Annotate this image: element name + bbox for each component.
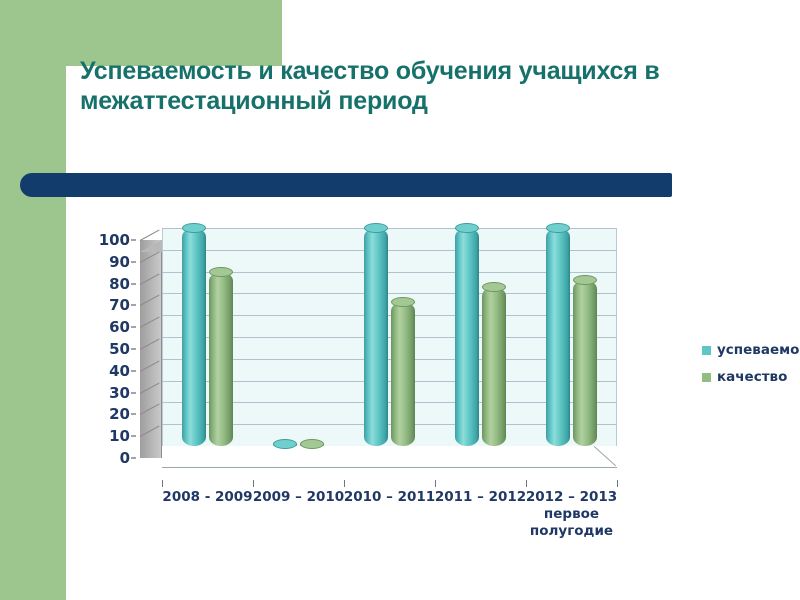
y-axis-label: 90 — [109, 252, 130, 271]
y-axis-label: 0 — [119, 449, 130, 467]
chart-bar — [546, 223, 570, 446]
legend-item: качество — [702, 369, 800, 385]
decorative-navy-rule — [20, 173, 672, 197]
x-axis-tick — [253, 480, 254, 487]
chart-legend: успеваемость качество — [702, 342, 800, 396]
decorative-green-left-bar — [0, 0, 66, 600]
chart-side-wall — [140, 240, 162, 458]
y-axis-label: 70 — [109, 296, 130, 315]
x-axis-tick — [162, 480, 163, 487]
y-axis-tick — [131, 261, 136, 263]
chart-floor — [162, 446, 617, 468]
chart-bar — [273, 439, 297, 449]
y-axis-label: 30 — [109, 383, 130, 402]
y-axis-tick — [131, 370, 136, 372]
y-axis-label: 20 — [109, 405, 130, 424]
chart-bar-cap — [391, 297, 415, 308]
chart-bar — [182, 223, 206, 446]
x-axis-label: 2008 - 2009 — [162, 489, 253, 505]
chart-bar — [455, 223, 479, 446]
chart-bar — [391, 297, 415, 446]
gridline — [162, 293, 617, 295]
y-axis-label: 50 — [109, 340, 130, 358]
x-axis-tick — [617, 480, 618, 487]
y-axis-label: 60 — [109, 318, 130, 337]
y-axis-tick — [131, 304, 136, 306]
chart-bar-cap — [182, 223, 206, 233]
gridline — [162, 228, 617, 229]
y-axis-label: 10 — [109, 427, 130, 446]
x-axis-tick — [435, 480, 436, 487]
y-axis-tick — [131, 457, 136, 459]
gridline — [162, 271, 617, 273]
y-axis-tick — [131, 326, 136, 328]
x-axis-label: 2010 – 2011 — [343, 489, 436, 505]
y-axis-tick — [131, 435, 136, 437]
chart-bar-cap — [546, 223, 570, 233]
gridline — [162, 337, 617, 338]
chart-bar — [300, 439, 324, 449]
chart-container: 0 10 20 30 40 50 60 70 80 90 100 2008 - 2009 2009 –… — [72, 216, 800, 539]
chart-side-wall-top — [140, 240, 162, 252]
legend-label: успеваемость — [717, 342, 800, 358]
legend-label: качество — [717, 369, 788, 385]
x-axis-label: 2012 – 2013 первое полугодие — [525, 489, 618, 539]
legend-swatch-icon — [702, 345, 711, 355]
y-axis-tick — [131, 413, 136, 415]
chart-bar-cap — [482, 281, 506, 292]
chart-bar — [573, 275, 597, 446]
y-axis-tick — [131, 392, 136, 394]
chart-bar-cap — [273, 439, 297, 449]
x-axis-tick — [344, 480, 345, 487]
chart-bar-cap — [364, 223, 388, 233]
y-axis-label: 100 — [98, 231, 130, 249]
chart-bar — [364, 223, 388, 446]
gridline — [162, 424, 617, 426]
gridline — [162, 358, 617, 360]
chart-plot-area — [139, 223, 617, 468]
y-axis-tick — [131, 239, 136, 241]
chart-bar — [209, 266, 233, 446]
gridline — [162, 402, 617, 404]
chart-floor-edge — [594, 446, 618, 469]
gridline — [162, 315, 617, 317]
legend-swatch-icon — [702, 372, 711, 382]
chart-bar-cap — [300, 439, 324, 449]
legend-item: успеваемость — [702, 342, 800, 358]
y-axis-label: 80 — [109, 274, 130, 293]
y-axis-label: 40 — [109, 361, 130, 380]
chart-bar — [482, 281, 506, 446]
y-axis-tick — [131, 348, 136, 350]
x-axis-tick — [526, 480, 527, 487]
x-axis-label: 2009 – 2010 — [252, 489, 345, 505]
gridline — [162, 380, 617, 382]
page-title: Успеваемость и качество обучения учащихс… — [80, 57, 660, 115]
chart-bar-cap — [455, 223, 479, 233]
y-axis: 0 10 20 30 40 50 60 70 80 90 100 — [72, 216, 136, 536]
chart-bar-cap — [573, 275, 597, 286]
decorative-green-top-block — [0, 0, 282, 66]
gridline — [162, 249, 617, 251]
chart-bar-cap — [209, 266, 233, 277]
x-axis-label: 2011 – 2012 — [434, 489, 527, 505]
y-axis-tick — [131, 283, 136, 285]
